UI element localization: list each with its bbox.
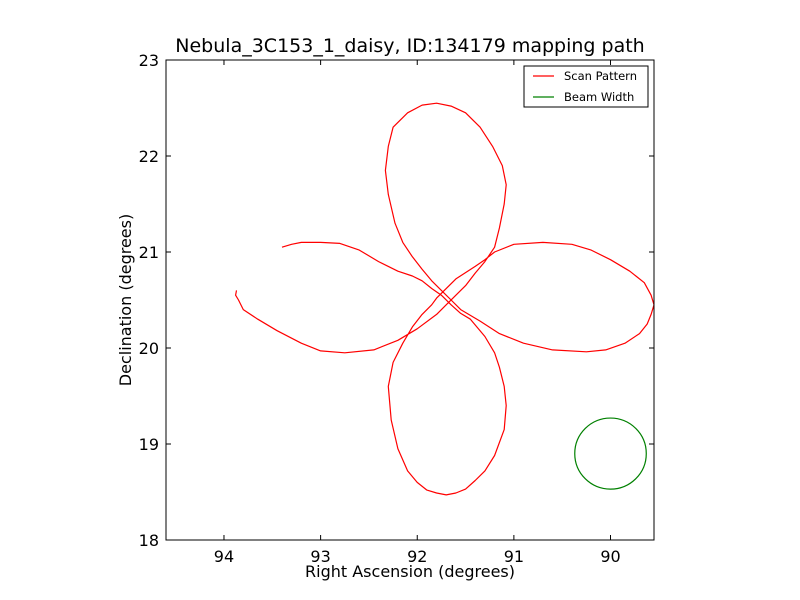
scan-pattern-line: [235, 102, 654, 496]
x-axis: 94 93 92 91 90: [214, 60, 621, 566]
x-tick-label: 90: [600, 547, 620, 566]
plot-frame: [165, 59, 655, 541]
y-tick-label: 21: [139, 243, 159, 262]
chart-title: Nebula_3C153_1_daisy, ID:134179 mapping …: [175, 35, 644, 57]
y-tick-label: 22: [139, 147, 159, 166]
x-tick-label: 94: [214, 547, 234, 566]
y-axis: 18 19 20 21 22 23: [139, 51, 654, 550]
y-tick-label: 23: [139, 51, 159, 70]
beam-width-circle: [574, 417, 647, 490]
x-tick-label: 91: [504, 547, 524, 566]
x-axis-label: Right Ascension (degrees): [305, 562, 515, 581]
legend-label-beam-width: Beam Width: [564, 90, 634, 104]
x-tick-label: 92: [407, 547, 427, 566]
plot-area: [165, 59, 655, 541]
legend-label-scan-pattern: Scan Pattern: [564, 69, 637, 83]
y-axis-label: Declination (degrees): [116, 214, 135, 386]
legend: Scan Pattern Beam Width: [523, 65, 649, 108]
x-tick-label: 93: [310, 547, 330, 566]
y-tick-label: 19: [139, 435, 159, 454]
legend-frame: [523, 65, 649, 108]
y-tick-label: 20: [139, 339, 159, 358]
y-tick-label: 18: [139, 531, 159, 550]
